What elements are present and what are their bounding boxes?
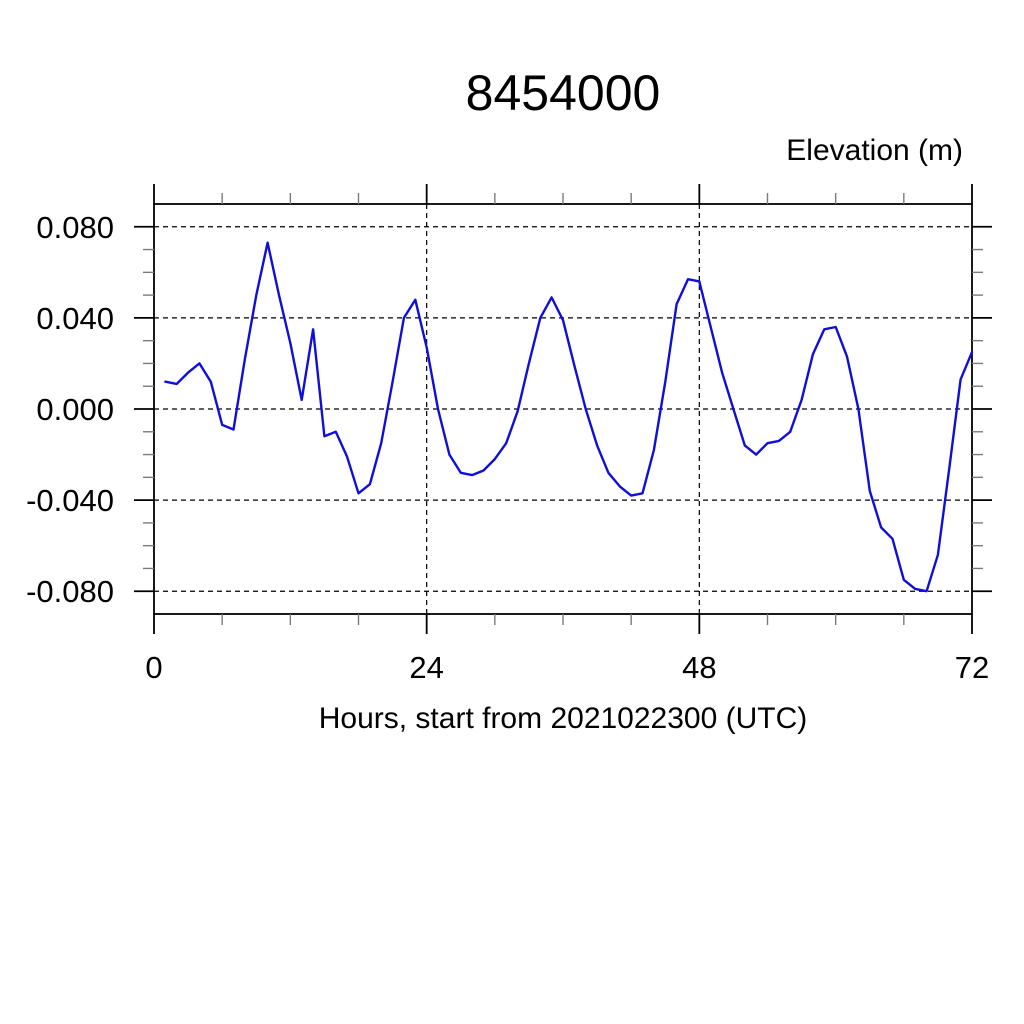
y-tick-label: 0.040	[36, 301, 114, 336]
chart-title: 8454000	[465, 65, 661, 121]
y-tick-label: 0.080	[36, 210, 114, 245]
x-axis-title: Hours, start from 2021022300 (UTC)	[318, 702, 808, 735]
x-tick-label: 48	[682, 650, 716, 685]
y-tick-label: -0.040	[26, 483, 114, 518]
y-tick-label: -0.080	[26, 574, 114, 609]
y-axis-title: Elevation (m)	[786, 134, 963, 167]
data-line-elevation	[164, 241, 974, 593]
x-tick-label: 0	[145, 650, 162, 685]
x-tick-label: 24	[409, 650, 443, 685]
x-tick-label: 72	[955, 650, 989, 685]
y-tick-label: 0.000	[36, 392, 114, 427]
